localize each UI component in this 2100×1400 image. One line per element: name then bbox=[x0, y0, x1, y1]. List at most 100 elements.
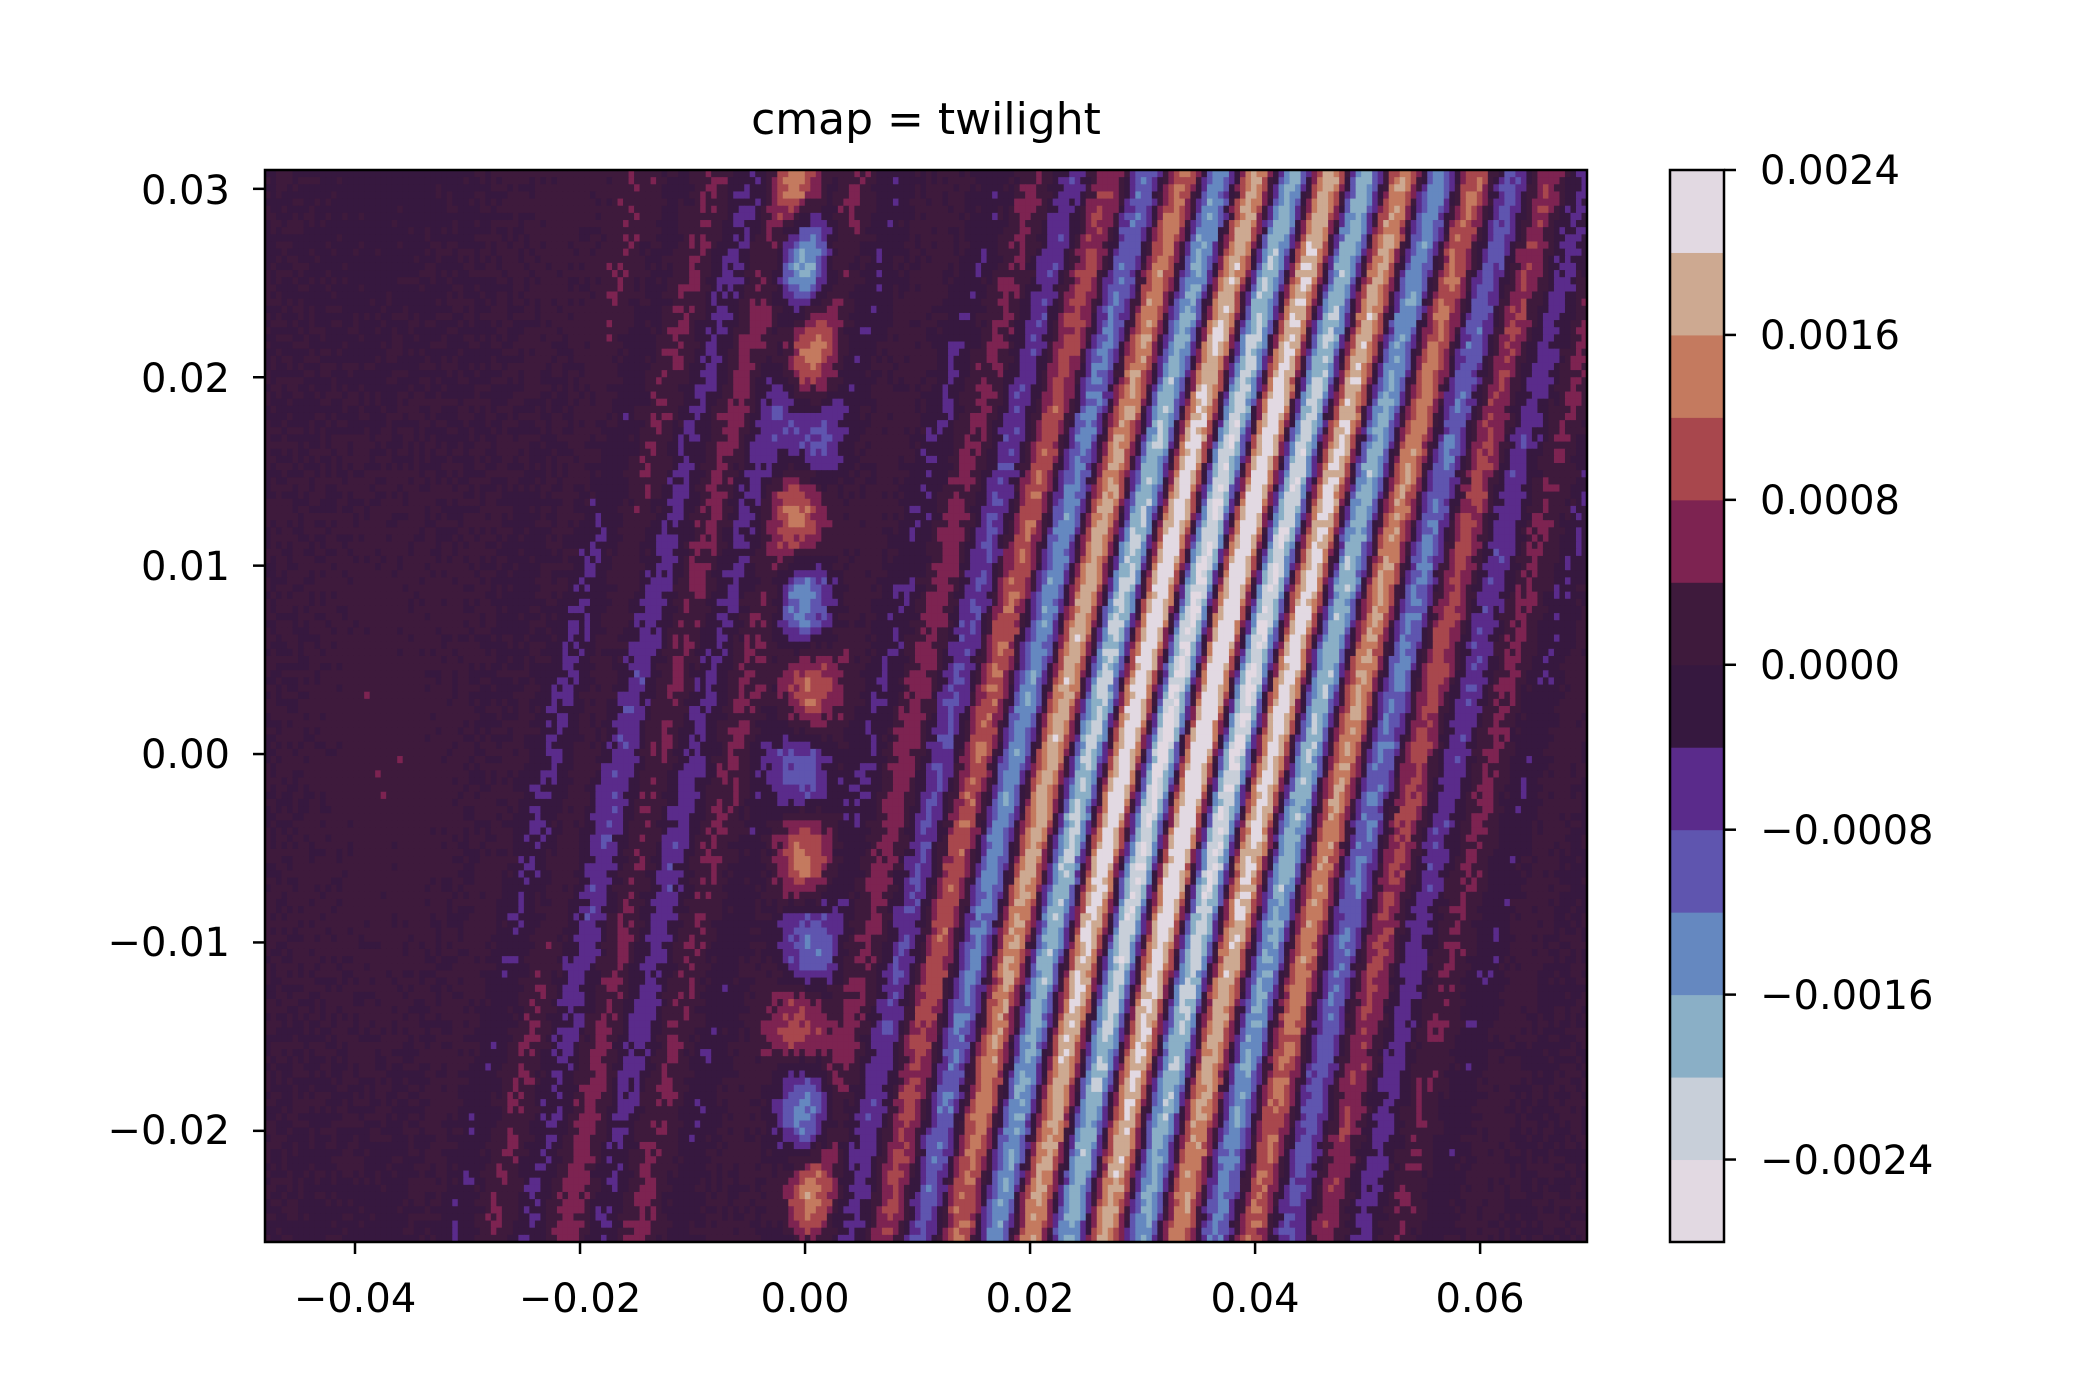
contour-cell bbox=[854, 227, 861, 235]
contour-cell bbox=[1372, 170, 1379, 178]
contour-cell bbox=[1008, 205, 1015, 214]
contour-cell bbox=[342, 312, 349, 321]
contour-cell bbox=[788, 234, 795, 243]
contour-cell bbox=[446, 277, 453, 285]
contour-cell bbox=[1003, 184, 1010, 193]
contour-cell bbox=[722, 305, 729, 314]
contour-cell bbox=[551, 220, 558, 228]
contour-cell bbox=[1157, 170, 1164, 178]
contour-cell bbox=[612, 298, 619, 307]
contour-cell bbox=[1443, 212, 1450, 221]
contour-cell bbox=[507, 298, 514, 307]
contour-cell bbox=[567, 170, 575, 178]
contour-cell bbox=[485, 198, 492, 207]
contour-cell bbox=[1542, 248, 1550, 257]
contour-cell bbox=[474, 205, 481, 214]
contour-cell bbox=[1162, 170, 1169, 178]
contour-cell bbox=[953, 234, 960, 243]
contour-cell bbox=[1102, 227, 1109, 235]
contour-cell bbox=[1151, 255, 1158, 264]
contour-cell bbox=[1564, 191, 1572, 200]
contour-cell bbox=[793, 248, 800, 257]
contour-cell bbox=[1366, 255, 1373, 264]
contour-cell bbox=[507, 198, 514, 207]
contour-cell bbox=[749, 270, 756, 278]
contour-cell bbox=[634, 191, 641, 200]
contour-cell bbox=[391, 255, 398, 264]
contour-cell bbox=[788, 312, 795, 321]
contour-cell bbox=[540, 284, 547, 293]
contour-cell bbox=[424, 255, 431, 264]
contour-cell bbox=[672, 220, 679, 228]
contour-cell bbox=[292, 284, 299, 293]
contour-cell bbox=[523, 220, 530, 228]
contour-cell bbox=[975, 227, 982, 235]
contour-cell bbox=[1102, 291, 1109, 300]
contour-cell bbox=[942, 262, 949, 271]
contour-cell bbox=[1278, 241, 1285, 250]
contour-cell bbox=[1096, 212, 1103, 221]
contour-cell bbox=[1383, 205, 1390, 214]
contour-cell bbox=[309, 205, 316, 214]
contour-cell bbox=[909, 270, 916, 278]
contour-cell bbox=[1262, 227, 1269, 235]
contour-cell bbox=[1350, 255, 1357, 264]
contour-cell bbox=[474, 270, 481, 278]
contour-cell bbox=[975, 284, 982, 293]
contour-cell bbox=[1399, 277, 1406, 285]
contour-cell bbox=[551, 234, 558, 243]
contour-cell bbox=[716, 291, 723, 300]
contour-cell bbox=[402, 255, 409, 264]
contour-cell bbox=[1080, 248, 1087, 257]
contour-cell bbox=[1366, 291, 1373, 300]
contour-cell bbox=[353, 270, 360, 278]
contour-cell bbox=[689, 270, 696, 278]
contour-cell bbox=[331, 227, 338, 235]
contour-cell bbox=[468, 270, 475, 278]
contour-cell bbox=[270, 198, 277, 207]
contour-cell bbox=[1361, 191, 1368, 200]
contour-cell bbox=[1107, 255, 1114, 264]
contour-cell bbox=[468, 262, 475, 271]
contour-cell bbox=[1399, 184, 1406, 193]
contour-cell bbox=[727, 255, 734, 264]
contour-cell bbox=[942, 198, 949, 207]
contour-cell bbox=[1438, 205, 1445, 214]
contour-cell bbox=[1432, 191, 1439, 200]
contour-cell bbox=[584, 284, 591, 293]
contour-cell bbox=[1074, 305, 1081, 314]
contour-cell bbox=[485, 248, 492, 257]
contour-cell bbox=[507, 255, 514, 264]
contour-cell bbox=[1542, 262, 1550, 271]
contour-cell bbox=[1482, 298, 1489, 307]
contour-cell bbox=[612, 241, 619, 250]
contour-cell bbox=[1267, 234, 1274, 243]
contour-cell bbox=[1443, 284, 1450, 293]
contour-cell bbox=[485, 184, 492, 193]
contour-cell bbox=[881, 191, 889, 200]
contour-cell bbox=[331, 270, 338, 278]
contour-cell bbox=[463, 291, 470, 300]
contour-cell bbox=[953, 184, 960, 193]
contour-cell bbox=[1014, 220, 1021, 228]
contour-cell bbox=[1372, 248, 1379, 257]
contour-cell bbox=[937, 255, 944, 264]
contour-cell bbox=[1250, 262, 1258, 271]
contour-cell bbox=[1069, 305, 1076, 314]
contour-cell bbox=[1146, 284, 1153, 293]
contour-cell bbox=[1394, 305, 1401, 314]
contour-cell bbox=[1151, 277, 1158, 285]
contour-cell bbox=[964, 212, 971, 221]
contour-cell bbox=[1008, 277, 1015, 285]
contour-cell bbox=[656, 220, 663, 228]
contour-cell bbox=[501, 184, 508, 193]
contour-cell bbox=[1217, 312, 1225, 321]
contour-cell bbox=[821, 227, 828, 235]
contour-cell bbox=[353, 198, 360, 207]
contour-cell bbox=[606, 191, 613, 200]
contour-cell bbox=[986, 255, 993, 264]
contour-cell bbox=[623, 270, 630, 278]
contour-cell bbox=[1019, 312, 1026, 321]
contour-cell bbox=[832, 284, 839, 293]
contour-cell bbox=[1416, 212, 1423, 221]
